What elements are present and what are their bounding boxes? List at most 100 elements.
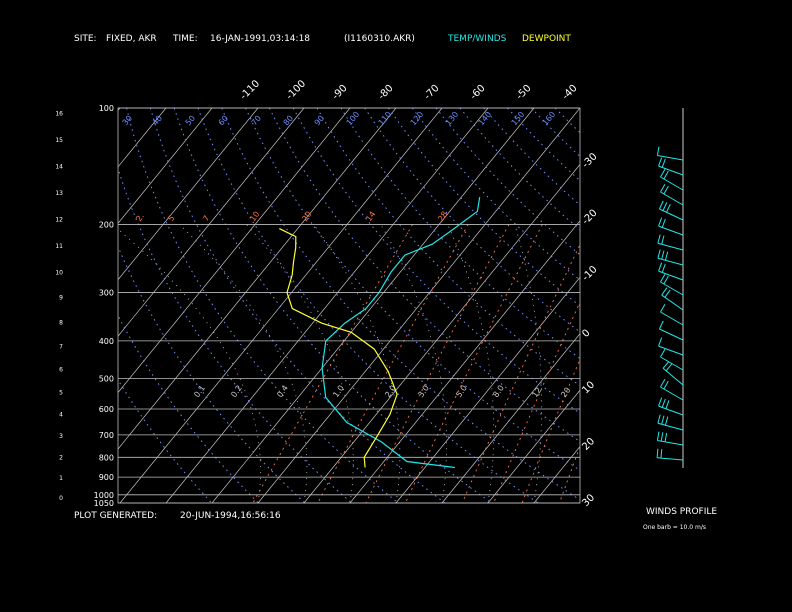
pressure-tick-label: 600 bbox=[99, 405, 114, 414]
wind-barb-flag bbox=[660, 449, 663, 459]
isotherm-line bbox=[119, 108, 443, 503]
wind-barb-flag bbox=[660, 378, 666, 388]
isotherm-line bbox=[349, 220, 580, 503]
moist-adiabat-line bbox=[246, 224, 354, 503]
winds-profile-title: WINDS PROFILE bbox=[646, 507, 718, 517]
moist-adiabat-label: 0.4 bbox=[275, 384, 290, 400]
wind-barb-flag bbox=[661, 158, 666, 168]
wind-barb-staff bbox=[659, 208, 684, 221]
mixing-ratio-label: 7 bbox=[201, 214, 211, 223]
wind-barb-flag bbox=[661, 263, 666, 273]
isotherm-line bbox=[118, 108, 397, 450]
dry-adiabat-line bbox=[507, 108, 580, 182]
wind-barb-flag bbox=[658, 262, 663, 272]
wind-barb-flag bbox=[658, 217, 663, 227]
dry-adiabat-line bbox=[340, 108, 580, 360]
wind-barb-staff bbox=[661, 294, 684, 311]
pressure-tick-label: 300 bbox=[99, 289, 114, 298]
wind-barb-flag bbox=[666, 203, 671, 213]
dry-adiabat-line bbox=[221, 108, 580, 501]
dry-adiabat-line bbox=[627, 108, 792, 503]
isotherm-top-label: -70 bbox=[422, 83, 441, 102]
pressure-tick-label: 1050 bbox=[94, 499, 114, 508]
dry-adiabat-line bbox=[603, 108, 792, 503]
pressure-tick-label: 500 bbox=[99, 374, 114, 383]
wind-barb-flag bbox=[663, 185, 669, 195]
wind-barb-flag bbox=[663, 380, 669, 390]
moist-adiabat-label: 3.0 bbox=[416, 384, 431, 400]
mixing-ratio-label: 28 bbox=[436, 210, 449, 224]
isotherm-right-label: -10 bbox=[580, 264, 599, 283]
isotherm-line bbox=[0, 108, 28, 503]
wind-barb-flag bbox=[665, 400, 670, 409]
isotherm-line bbox=[579, 502, 580, 503]
height-tick-label: 7 bbox=[59, 343, 63, 350]
wind-barb-flag bbox=[664, 289, 671, 298]
wind-barb-flag bbox=[660, 183, 666, 193]
height-tick-label: 12 bbox=[55, 217, 63, 224]
height-tick-label: 3 bbox=[59, 433, 63, 440]
mixing-ratio-line bbox=[317, 224, 469, 503]
isotherm-line bbox=[441, 333, 580, 503]
dry-adiabat-line bbox=[118, 314, 259, 503]
moist-adiabat-label: 0.1 bbox=[192, 384, 207, 400]
dry-adiabat-line bbox=[118, 245, 306, 503]
isotherm-top-label: -100 bbox=[284, 78, 308, 102]
dry-adiabat-line bbox=[245, 108, 580, 471]
wind-barb-flag bbox=[662, 361, 670, 369]
dry-adiabat-label: 110 bbox=[377, 110, 394, 127]
isotherm-right-label: -30 bbox=[580, 151, 599, 170]
wind-barb-flag bbox=[658, 397, 663, 407]
plot-border bbox=[117, 107, 581, 504]
dry-adiabat-label: 130 bbox=[444, 110, 461, 127]
wind-barb-flag bbox=[660, 348, 666, 358]
file-id: (I1160310.AKR) bbox=[344, 34, 415, 44]
moist-adiabat-line bbox=[447, 224, 495, 503]
winds-profile-panel bbox=[656, 108, 684, 468]
dry-adiabat-line bbox=[316, 108, 580, 387]
moist-adiabat-line bbox=[380, 224, 447, 503]
wind-barb-flag bbox=[658, 320, 664, 330]
legend-temp-winds: TEMP/WINDS bbox=[448, 34, 507, 44]
wind-barb-flag bbox=[660, 168, 666, 178]
wind-barb-flag bbox=[656, 146, 660, 156]
wind-barb-staff bbox=[657, 457, 684, 461]
height-tick-label: 1 bbox=[59, 475, 63, 482]
isotherm-line bbox=[118, 108, 351, 394]
isotherm-top-label: -50 bbox=[514, 83, 533, 102]
isotherm-right-label: 10 bbox=[580, 379, 597, 396]
wind-barb-flag bbox=[661, 250, 665, 260]
mixing-ratio-line bbox=[493, 301, 580, 503]
wind-barb-staff bbox=[660, 191, 684, 206]
wind-barb-flag bbox=[661, 398, 666, 408]
wind-barb-flag bbox=[660, 432, 664, 442]
isotherm-line bbox=[257, 108, 580, 503]
time-value: 16-JAN-1991,03:14:18 bbox=[210, 34, 311, 44]
dry-adiabat-line bbox=[268, 108, 580, 443]
wind-barb-flag bbox=[663, 275, 669, 285]
isotherm-top-label: -60 bbox=[468, 83, 487, 102]
isotherm-right-label: 20 bbox=[580, 436, 597, 453]
isotherm-top-label: -40 bbox=[560, 83, 579, 102]
isotherm-line bbox=[118, 108, 213, 224]
moist-adiabat-line bbox=[118, 228, 262, 503]
temperature-profile-line bbox=[321, 197, 481, 469]
dry-adiabat-line bbox=[197, 108, 539, 503]
dry-adiabat-label: 120 bbox=[409, 110, 426, 127]
mixing-ratio-line bbox=[404, 224, 543, 503]
legend-dewpoint: DEWPOINT bbox=[522, 34, 571, 44]
mixing-ratio-label: 5 bbox=[166, 214, 176, 223]
isotherm-line bbox=[165, 108, 489, 503]
dry-adiabat-label: 30 bbox=[121, 114, 134, 128]
wind-barb-flag bbox=[660, 273, 666, 283]
mixing-ratio-line bbox=[461, 243, 580, 503]
height-tick-label: 11 bbox=[55, 243, 63, 250]
dry-adiabat-label: 80 bbox=[282, 114, 295, 128]
dry-adiabat-label: 50 bbox=[184, 114, 197, 128]
isotherm-line bbox=[118, 108, 259, 281]
height-tick-label: 5 bbox=[59, 389, 63, 396]
isotherm-right-label: -20 bbox=[580, 208, 599, 227]
dry-adiabat-label: 40 bbox=[151, 114, 164, 128]
dry-adiabat-line bbox=[435, 108, 580, 256]
wind-barb-staff bbox=[660, 176, 684, 191]
